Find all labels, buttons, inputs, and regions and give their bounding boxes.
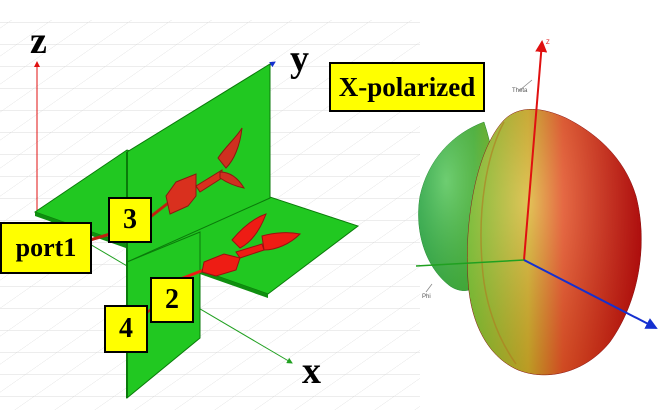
theta-label: Theta (512, 88, 528, 94)
pattern-main-lobe-shade (467, 109, 642, 375)
polarization-callout: X-polarized (329, 62, 485, 112)
phi-label: Phi (422, 294, 431, 300)
pattern-x-axis (523, 259, 658, 329)
pattern-y-axis (415, 259, 525, 267)
horizontal-radiator (177, 213, 302, 282)
pattern-z-axis (523, 40, 548, 261)
phi-arc (425, 283, 433, 293)
pattern-z-label: Z (546, 40, 550, 46)
port2-callout: 2 (150, 277, 194, 323)
y-axis-label: y (290, 38, 309, 80)
theta-arc (519, 79, 533, 91)
port1-callout: port1 (0, 222, 92, 274)
z-axis-label: z (30, 20, 47, 62)
port4-callout: 4 (104, 305, 148, 353)
vertical-radiator (135, 127, 246, 230)
port3-callout: 3 (108, 197, 152, 243)
x-axis-label: x (302, 350, 321, 392)
